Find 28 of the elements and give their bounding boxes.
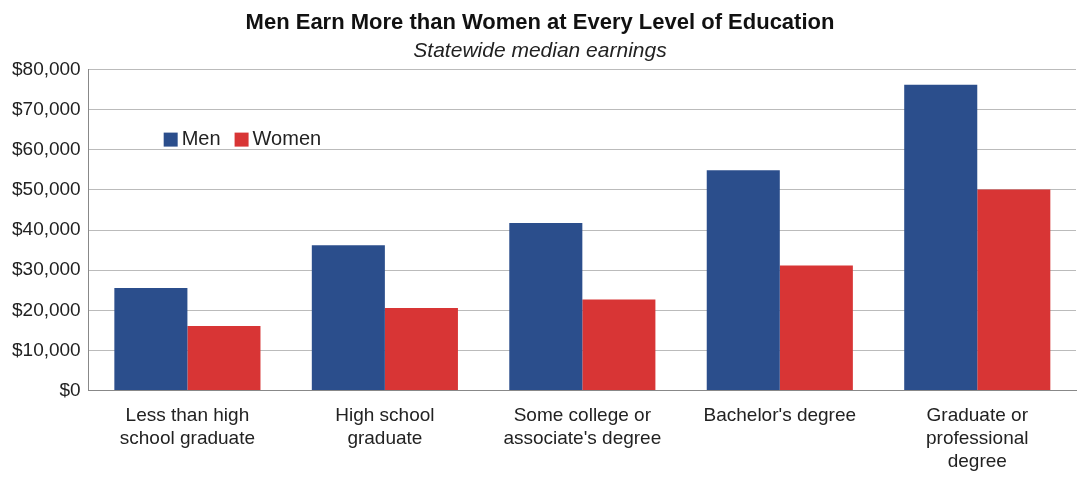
- y-tick-label: $0: [59, 378, 81, 400]
- legend-label: Men: [181, 127, 221, 150]
- bar: [706, 170, 780, 391]
- bar: [904, 84, 978, 391]
- y-tick-label: $60,000: [11, 138, 81, 160]
- chart-subtitle: Statewide median earnings: [413, 37, 668, 61]
- bar: [779, 265, 853, 391]
- x-tick-label: High school graduate: [335, 404, 435, 449]
- y-tick-label: $40,000: [11, 218, 81, 240]
- y-tick-label: $20,000: [11, 298, 81, 320]
- x-tick-label: Bachelor's degree: [703, 404, 857, 426]
- bar: [509, 222, 583, 391]
- bar: [384, 307, 458, 391]
- legend-label: Women: [252, 127, 322, 150]
- x-tick-label: Some college or associate's degree: [503, 404, 662, 449]
- y-tick-label: $70,000: [11, 97, 81, 119]
- bar: [114, 287, 188, 391]
- bar: [187, 326, 261, 391]
- bar: [977, 189, 1051, 391]
- chart-title: Men Earn More than Women at Every Level of Education: [245, 9, 835, 35]
- bar: [582, 299, 656, 391]
- y-tick-label: $10,000: [11, 338, 81, 360]
- x-tick-label: Graduate or professional degree: [926, 404, 1029, 471]
- x-tick-label: Less than high school graduate: [119, 404, 256, 449]
- bar: [311, 245, 385, 391]
- y-tick-label: $30,000: [11, 258, 81, 280]
- y-tick-label: $80,000: [11, 57, 81, 79]
- y-tick-label: $50,000: [11, 178, 81, 200]
